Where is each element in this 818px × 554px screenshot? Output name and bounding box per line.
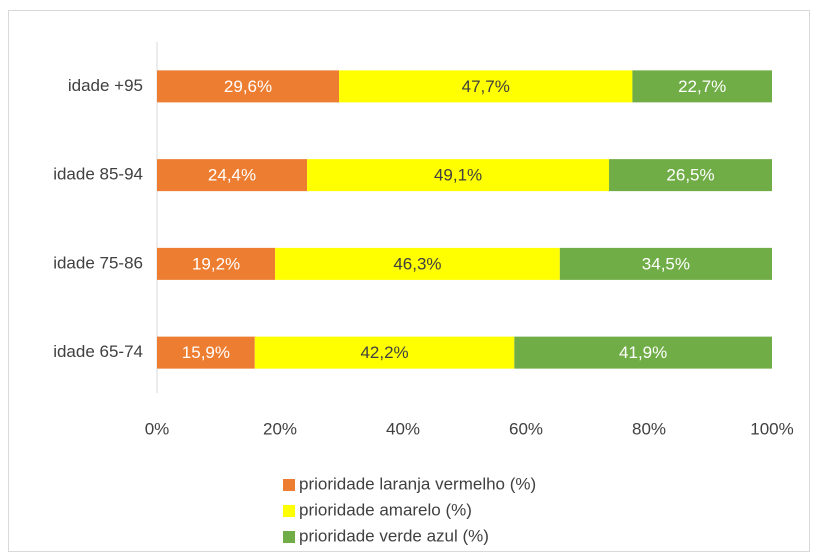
y-tick-label: idade 65-74 [53,342,143,361]
y-tick-label: idade 75-86 [53,253,143,272]
bar-segment [157,70,340,103]
data-label: 15,9% [182,343,230,362]
bar-segment [307,159,610,192]
bar-segment [157,159,308,192]
bar-segment [339,70,633,103]
data-label: 29,6% [224,77,272,96]
bar-segment [514,336,772,369]
x-tick-label: 80% [632,419,666,438]
legend-label: prioridade laranja vermelho (%) [299,474,536,493]
legend-swatch [283,479,295,491]
data-label: 47,7% [462,77,510,96]
x-tick-label: 40% [386,419,420,438]
data-label: 26,5% [666,166,714,185]
y-tick-label: idade +95 [68,76,143,95]
bar-segment [157,247,276,280]
data-label: 19,2% [192,254,240,273]
x-tick-label: 0% [145,419,170,438]
bar-segment [632,70,772,103]
x-tick-label: 100% [750,419,793,438]
data-label: 42,2% [360,343,408,362]
x-tick-label: 20% [263,419,297,438]
data-label: 41,9% [619,343,667,362]
data-label: 49,1% [434,166,482,185]
bar-segment [254,336,515,369]
legend-swatch [283,505,295,517]
data-label: 22,7% [678,77,726,96]
x-tick-label: 60% [509,419,543,438]
data-label: 34,5% [642,254,690,273]
y-tick-label: idade 85-94 [53,165,143,184]
bar-segment [609,159,772,192]
data-label: 46,3% [393,254,441,273]
bar-segment [559,247,772,280]
legend-swatch [283,531,295,543]
bar-segment [157,336,255,369]
bar-segment [275,247,560,280]
legend-label: prioridade verde azul (%) [299,526,489,545]
legend-label: prioridade amarelo (%) [299,500,472,519]
data-label: 24,4% [208,166,256,185]
